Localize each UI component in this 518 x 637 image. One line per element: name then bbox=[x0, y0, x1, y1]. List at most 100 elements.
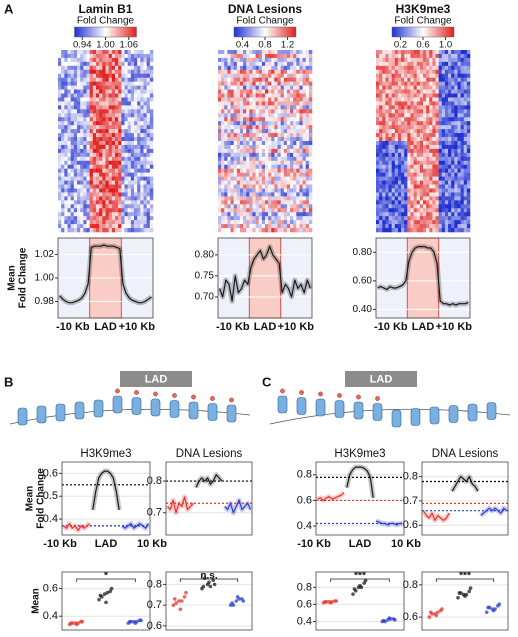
heatmap-cell bbox=[80, 137, 84, 142]
heatmap-cell bbox=[410, 164, 414, 169]
heatmap-cell bbox=[140, 85, 144, 90]
heatmap-cell bbox=[149, 192, 154, 197]
heatmap-cell bbox=[423, 152, 427, 158]
heatmap-cell bbox=[96, 156, 100, 162]
heatmap-cell bbox=[277, 121, 281, 126]
nucleosome bbox=[150, 398, 161, 417]
heatmap-cell bbox=[258, 101, 263, 106]
heatmap-cell bbox=[130, 200, 135, 205]
heatmap-cell bbox=[401, 50, 405, 55]
heatmap-cell bbox=[293, 152, 297, 158]
heatmap-cell bbox=[397, 220, 402, 225]
heatmap-cell bbox=[290, 113, 294, 118]
heatmap-cell bbox=[261, 144, 266, 150]
heatmap-cell bbox=[302, 144, 307, 150]
heatmap-cell bbox=[388, 53, 392, 59]
heatmap-cell bbox=[432, 133, 436, 138]
heatmap-cell bbox=[134, 148, 138, 154]
heatmap-cell bbox=[448, 176, 452, 181]
heatmap-cell bbox=[407, 192, 411, 197]
heatmap-cell bbox=[410, 160, 414, 166]
heatmap-cell bbox=[99, 160, 103, 166]
heatmap-cell bbox=[92, 156, 97, 162]
heatmap-cell bbox=[124, 164, 128, 169]
heatmap-cell bbox=[121, 81, 125, 86]
heatmap-cell bbox=[305, 65, 310, 71]
point bbox=[427, 615, 432, 619]
heatmap-cell bbox=[61, 125, 65, 130]
heatmap-cell bbox=[58, 57, 62, 63]
heatmap-cell bbox=[268, 57, 272, 63]
heatmap-cell bbox=[137, 148, 141, 154]
heatmap-cell bbox=[261, 125, 266, 130]
heatmap-cell bbox=[283, 65, 288, 71]
heatmap-cell bbox=[438, 137, 443, 142]
heatmap-cell bbox=[379, 81, 383, 86]
heatmap-cell bbox=[127, 101, 132, 106]
heatmap-cell bbox=[121, 109, 125, 114]
heatmap-cell bbox=[246, 168, 250, 173]
heatmap-cell bbox=[419, 180, 424, 185]
heatmap-cell bbox=[221, 97, 225, 102]
heatmap-cell bbox=[441, 73, 446, 78]
heatmap-cell bbox=[137, 168, 141, 173]
heatmap-cell bbox=[218, 224, 222, 229]
heatmap-cell bbox=[83, 81, 87, 86]
point bbox=[174, 601, 178, 605]
heatmap-cell bbox=[413, 77, 418, 82]
heatmap-cell bbox=[299, 133, 303, 138]
heatmap-cell bbox=[426, 212, 430, 217]
heatmap-cell bbox=[83, 113, 87, 118]
heatmap-cell bbox=[460, 216, 465, 221]
heatmap-cell bbox=[382, 89, 386, 94]
heatmap-cell bbox=[435, 212, 439, 217]
heatmap-cell bbox=[290, 148, 294, 154]
heatmap-cell bbox=[86, 172, 90, 177]
heatmap-cell bbox=[283, 69, 288, 75]
heatmap-cell bbox=[105, 50, 109, 55]
heatmap-cell bbox=[419, 160, 424, 166]
heatmap-cell bbox=[143, 69, 147, 75]
heatmap-cell bbox=[416, 212, 421, 217]
heatmap-cell bbox=[385, 152, 389, 158]
heatmap-cell bbox=[385, 133, 389, 138]
heatmap-cell bbox=[77, 137, 81, 142]
heatmap-cell bbox=[394, 121, 399, 126]
heatmap-cell bbox=[124, 224, 128, 229]
heatmap-cell bbox=[283, 101, 288, 106]
heatmap-cell bbox=[391, 180, 396, 185]
heatmap-cell bbox=[441, 125, 446, 130]
heatmap-cell bbox=[134, 188, 138, 193]
heatmap-cell bbox=[407, 65, 411, 71]
heatmap-cell bbox=[376, 208, 380, 213]
heatmap-cell bbox=[299, 89, 303, 94]
heatmap-cell bbox=[230, 50, 234, 55]
heatmap-cell bbox=[407, 133, 411, 138]
heatmap-cell bbox=[382, 220, 386, 225]
heatmap-cell bbox=[438, 81, 443, 86]
heatmap-cell bbox=[80, 200, 84, 205]
heatmap-cell bbox=[308, 93, 313, 98]
heatmap-cell bbox=[397, 113, 402, 118]
heatmap-cell bbox=[149, 117, 154, 122]
heatmap-cell bbox=[457, 152, 461, 158]
heatmap-cell bbox=[271, 133, 275, 138]
heatmap-cell bbox=[283, 172, 288, 177]
heatmap-cell bbox=[99, 220, 103, 225]
heatmap-cell bbox=[305, 133, 310, 138]
heatmap-cell bbox=[218, 65, 222, 71]
heatmap-cell bbox=[302, 121, 307, 126]
heatmap-cell bbox=[432, 224, 436, 229]
x-tick-label: LAD bbox=[254, 321, 277, 333]
heatmap-cell bbox=[221, 156, 225, 162]
heatmap-cell bbox=[236, 152, 241, 158]
heatmap-cell bbox=[124, 105, 128, 110]
heatmap-cell bbox=[73, 168, 78, 173]
heatmap-cell bbox=[454, 204, 458, 209]
heatmap-cell bbox=[67, 69, 71, 75]
panel-label: C bbox=[262, 374, 272, 389]
heatmap-cell bbox=[379, 93, 383, 98]
heatmap-cell bbox=[379, 53, 383, 59]
heatmap-cell bbox=[86, 164, 90, 169]
heatmap-cell bbox=[451, 85, 455, 90]
